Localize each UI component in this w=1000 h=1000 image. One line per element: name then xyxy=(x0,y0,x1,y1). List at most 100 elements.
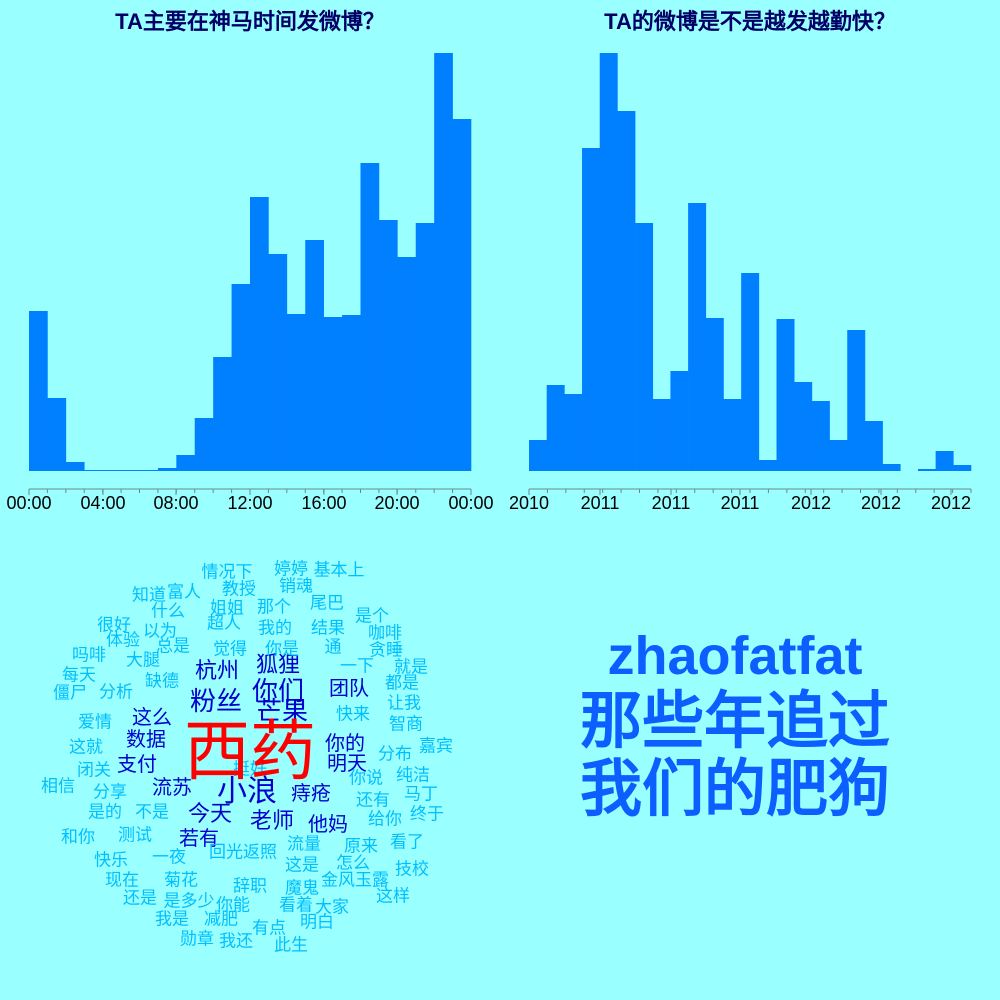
cloud-word: 菊花 xyxy=(164,870,198,891)
cloud-word: 看着 xyxy=(279,895,313,916)
cloud-word: 体验 xyxy=(106,630,140,651)
cloud-word: 数据 xyxy=(126,727,166,751)
cloud-word: 回光返照 xyxy=(209,842,277,863)
cloud-word: 基本上 xyxy=(313,560,365,581)
cloud-word: 西药 xyxy=(184,713,316,790)
cloud-word: 以为 xyxy=(143,621,177,642)
bar xyxy=(397,257,417,471)
cloud-word: 咖啡 xyxy=(368,623,402,644)
cloud-word: 这就 xyxy=(69,737,103,758)
x-tick-label: 2012 xyxy=(931,493,971,513)
cloud-word: 僵尸 xyxy=(53,683,87,704)
bar xyxy=(705,318,724,471)
cloud-word: 你说 xyxy=(349,768,383,789)
bar xyxy=(758,460,777,471)
x-tick-label: 08:00 xyxy=(153,493,198,513)
bar xyxy=(415,223,435,471)
cloud-word: 闭关 xyxy=(77,760,111,781)
bar xyxy=(723,399,742,471)
cloud-word: 纯洁 xyxy=(396,765,430,786)
bar xyxy=(794,382,813,471)
x-tick-label: 00:00 xyxy=(448,493,493,513)
x-tick-label: 00:00 xyxy=(6,493,51,513)
bar xyxy=(29,311,48,471)
cloud-word: 粉丝 xyxy=(189,687,243,717)
bar xyxy=(882,464,901,471)
cloud-word: 让我 xyxy=(387,693,421,714)
bar xyxy=(564,394,583,471)
cloud-word: 明天 xyxy=(327,751,367,775)
cloud-word: 嘉宾 xyxy=(419,736,453,757)
bar xyxy=(776,319,795,471)
x-tick-label: 2011 xyxy=(721,493,760,513)
bar xyxy=(121,470,140,471)
bar xyxy=(47,398,67,471)
cloud-word: 尾巴 xyxy=(310,593,344,614)
x-tick-label: 2012 xyxy=(791,493,831,513)
bar xyxy=(378,220,398,471)
bar xyxy=(599,53,618,471)
cloud-word: 这样 xyxy=(376,886,410,907)
title-block: zhaofatfat 那些年追过 我们的肥狗 xyxy=(560,625,910,823)
bar xyxy=(582,148,601,471)
bar xyxy=(157,468,177,471)
bar xyxy=(323,317,343,471)
cloud-word: 你是 xyxy=(265,639,299,660)
cloud-word: 杭州 xyxy=(194,659,240,684)
cloud-word: 马丁 xyxy=(404,784,438,805)
cloud-word: 测试 xyxy=(118,825,152,846)
cloud-word: 每天 xyxy=(62,665,96,686)
cloud-word: 相信 xyxy=(41,776,75,797)
cloud-word: 挺好 xyxy=(233,759,267,780)
cloud-word: 你能 xyxy=(216,895,250,916)
cloud-word: 流苏 xyxy=(152,775,192,799)
bar xyxy=(688,203,707,471)
cloud-word: 狐狸 xyxy=(255,653,301,678)
cloud-word: 不是 xyxy=(135,802,169,823)
bar xyxy=(864,421,883,471)
cloud-word: 快来 xyxy=(336,704,370,725)
cloud-word: 怎么 xyxy=(336,853,370,874)
cloud-word: 金风玉露 xyxy=(321,870,389,891)
bar xyxy=(250,197,269,471)
cloud-word: 超人 xyxy=(207,613,241,634)
cloud-word: 觉得 xyxy=(213,639,247,660)
cloud-word: 魔鬼 xyxy=(285,878,319,899)
bar xyxy=(917,469,936,471)
cloud-word: 姐姐 xyxy=(210,598,244,619)
timeline-histogram: 2010 2011 2011 2011 2012 2012 2012 xyxy=(509,53,972,513)
cloud-word: 勋章 xyxy=(180,929,214,950)
cloud-word: 小浪 xyxy=(217,774,277,809)
cloud-word: 支付 xyxy=(117,752,157,776)
cloud-word: 你们 xyxy=(251,677,305,707)
bar xyxy=(268,254,288,471)
x-tick-label: 20:00 xyxy=(374,493,419,513)
bar xyxy=(434,53,453,471)
cloud-word: 婷婷 xyxy=(274,559,308,580)
bar xyxy=(286,314,306,471)
cloud-word: 给你 xyxy=(368,809,402,830)
cloud-word: 大家 xyxy=(315,897,349,918)
cloud-word: 技校 xyxy=(395,859,429,880)
cloud-word: 是个 xyxy=(355,606,389,627)
cloud-word: 减肥 xyxy=(204,909,238,930)
cloud-word: 快乐 xyxy=(94,850,128,871)
slogan-line-2: 我们的肥狗 xyxy=(579,752,890,825)
cloud-word: 智商 xyxy=(389,714,423,735)
bar xyxy=(65,462,85,471)
bar xyxy=(194,418,214,471)
slogan-line-1: 那些年追过 xyxy=(579,684,890,757)
bar xyxy=(231,284,251,471)
x-tick-label: 2012 xyxy=(861,493,901,513)
bar xyxy=(529,440,547,471)
cloud-word: 我还 xyxy=(219,931,253,952)
x-tick-label: 2011 xyxy=(581,493,620,513)
cloud-word: 我是 xyxy=(155,909,189,930)
cloud-word: 痔疮 xyxy=(291,781,331,805)
x-tick-label: 2010 xyxy=(509,493,549,513)
user-name: zhaofatfat xyxy=(607,626,863,686)
cloud-word: 辞职 xyxy=(233,876,267,897)
cloud-word: 此生 xyxy=(274,935,308,956)
cloud-word: 现在 xyxy=(105,870,139,891)
cloud-word: 都是 xyxy=(385,673,419,694)
